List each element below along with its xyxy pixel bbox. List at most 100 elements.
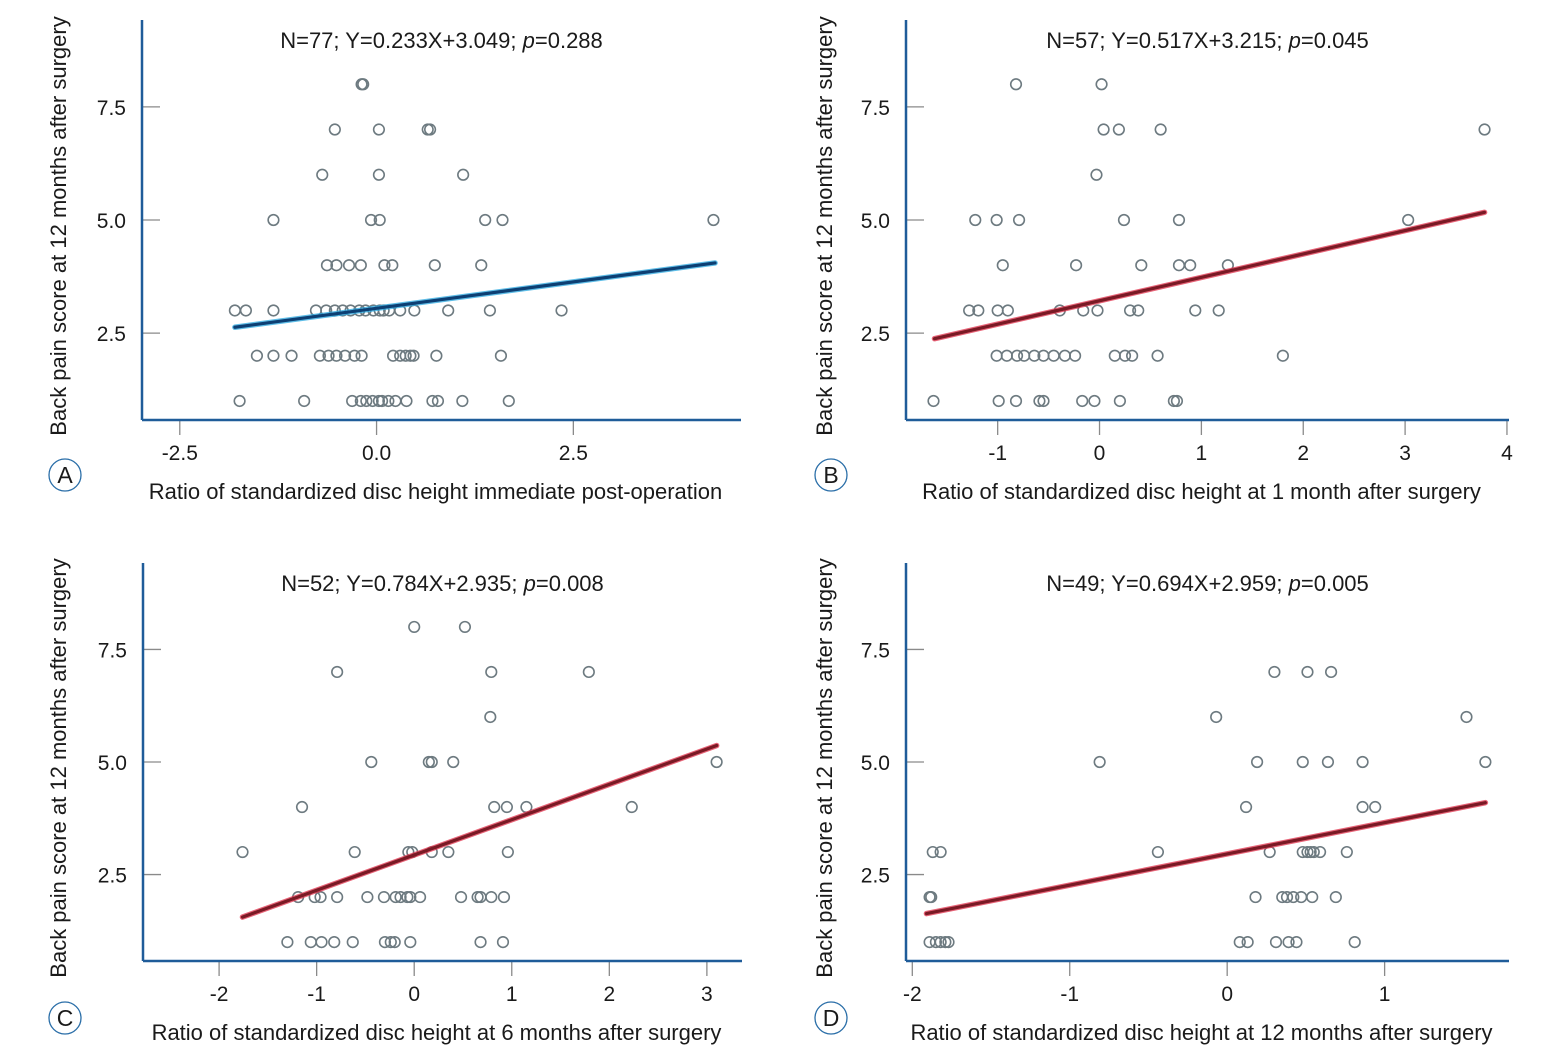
- data-point: [474, 935, 487, 949]
- data-point: [1172, 213, 1186, 227]
- y-axis-label: Back pain score at 12 months after surge…: [46, 558, 71, 977]
- data-point: [972, 304, 985, 317]
- data-point: [338, 349, 352, 362]
- title-p-symbol: p: [523, 571, 536, 596]
- data-point: [1170, 394, 1184, 408]
- data-point: [458, 620, 472, 634]
- data-point: [431, 394, 445, 408]
- panel-b: 2.5 5.0 7.5 -1 0 1 2 3 4 N=57; Y=0.517X+3.215; p=…: [812, 16, 1513, 504]
- data-point: [1304, 845, 1317, 859]
- data-point: [1276, 349, 1289, 362]
- data-point: [500, 800, 513, 814]
- data-point: [375, 394, 389, 408]
- data-point: [394, 890, 407, 904]
- regression-line: [924, 801, 1487, 916]
- data-point: [364, 213, 378, 227]
- data-point: [377, 890, 391, 904]
- data-point: [382, 394, 395, 408]
- data-point: [386, 349, 400, 362]
- data-point: [281, 935, 294, 949]
- y-tick-label: 2.5: [861, 323, 890, 346]
- data-point: [1321, 755, 1335, 769]
- data-point: [389, 890, 402, 904]
- data-point: [1295, 890, 1308, 904]
- x-axis-label: Ratio of standardized disc height at 12 …: [910, 1020, 1492, 1045]
- data-point: [1306, 890, 1319, 904]
- data-point: [1001, 304, 1014, 317]
- data-point: [267, 304, 280, 317]
- data-point: [1117, 213, 1131, 227]
- data-point: [400, 394, 413, 408]
- data-point: [1093, 755, 1106, 769]
- data-point: [430, 349, 443, 362]
- x-tick-label: 0: [408, 983, 420, 1006]
- title-equation: N=57; Y=0.517X+3.215;: [1046, 28, 1288, 53]
- data-point: [366, 394, 379, 408]
- title-p-symbol: p: [1288, 571, 1301, 596]
- x-tick-label: 1: [1196, 442, 1208, 465]
- x-tick-label: 0: [1221, 983, 1233, 1006]
- data-point: [1301, 845, 1314, 859]
- data-point: [1250, 755, 1264, 769]
- data-point: [1241, 935, 1254, 949]
- data-point: [346, 935, 359, 949]
- y-tick-label: 5.0: [861, 752, 890, 775]
- panel-c: 2.5 5.0 7.5 -2 -1 0 1 2 3 N=52; Y=0.784X+2.935; p…: [46, 558, 742, 1045]
- data-point: [1126, 349, 1139, 362]
- y-tick-label: 7.5: [98, 639, 127, 662]
- data-point: [386, 259, 399, 272]
- y-axis-label: Back pain score at 12 months after surge…: [46, 16, 71, 435]
- data-point: [1018, 349, 1031, 362]
- data-point: [1058, 349, 1071, 362]
- x-tick-label: 3: [1399, 442, 1411, 465]
- data-point: [1189, 304, 1202, 317]
- panel-letter: D: [823, 1005, 840, 1031]
- data-point: [407, 349, 420, 362]
- x-axis-label: Ratio of standardized disc height immedi…: [149, 479, 723, 504]
- panel-title: N=57; Y=0.517X+3.215; p=0.045: [1046, 28, 1369, 53]
- x-tick-label: 4: [1501, 442, 1513, 465]
- title-p-value: =0.288: [535, 28, 603, 53]
- data-point: [233, 394, 246, 408]
- data-point: [1012, 213, 1026, 227]
- data-point: [1097, 123, 1110, 136]
- data-point: [996, 259, 1009, 272]
- data-point: [485, 890, 498, 904]
- title-equation: N=52; Y=0.784X+2.935;: [281, 571, 523, 596]
- data-point: [372, 123, 386, 136]
- data-point: [992, 394, 1005, 408]
- panel-letter-circle: [48, 1001, 82, 1035]
- data-point: [496, 213, 509, 227]
- x-tick-label: 2: [1297, 442, 1309, 465]
- data-point: [328, 935, 341, 949]
- data-point: [1047, 349, 1060, 362]
- data-point: [348, 349, 361, 362]
- data-point: [378, 935, 392, 949]
- data-point: [929, 935, 943, 949]
- regression-line: [233, 261, 717, 329]
- data-point: [454, 890, 468, 904]
- x-tick-label: 1: [1379, 983, 1391, 1006]
- data-point: [1269, 935, 1283, 949]
- data-point: [1212, 304, 1225, 317]
- data-point: [1172, 259, 1186, 272]
- y-tick-label: 5.0: [98, 752, 127, 775]
- data-point: [934, 845, 947, 859]
- x-tick-label: 1: [506, 983, 518, 1006]
- title-p-value: =0.005: [1301, 571, 1369, 596]
- panel-title: N=49; Y=0.694X+2.959; p=0.005: [1046, 571, 1369, 596]
- data-point: [1301, 665, 1314, 679]
- data-point: [483, 304, 497, 317]
- data-point: [348, 845, 361, 859]
- data-point: [1068, 349, 1082, 362]
- data-point: [357, 78, 370, 91]
- data-point: [497, 890, 511, 904]
- data-point: [1090, 168, 1103, 181]
- data-point: [1348, 935, 1361, 949]
- data-point: [399, 349, 412, 362]
- x-tick-label: 2: [603, 983, 615, 1006]
- data-point: [1287, 890, 1300, 904]
- y-tick-label: 7.5: [861, 639, 890, 662]
- data-point: [502, 394, 515, 408]
